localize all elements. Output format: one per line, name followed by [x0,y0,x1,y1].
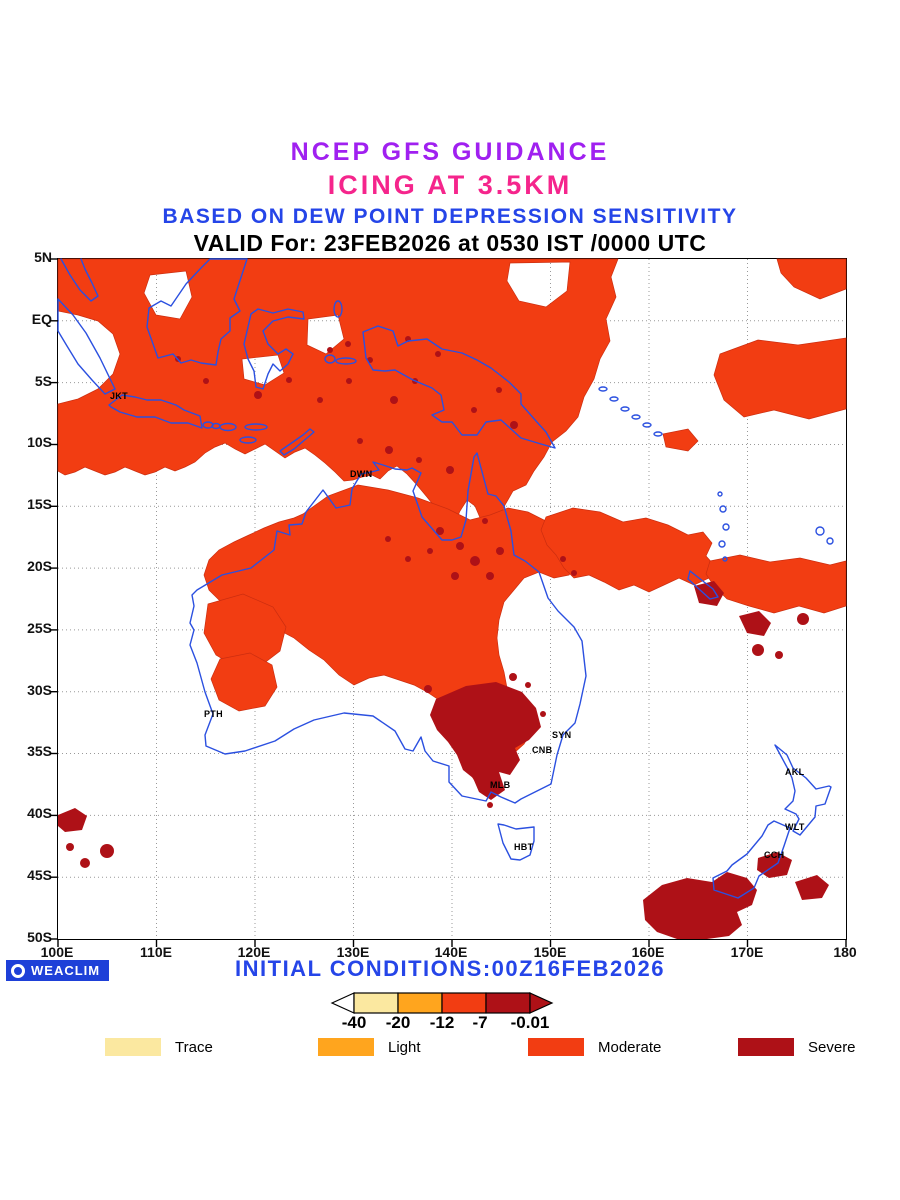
legend-item-moderate: Moderate [528,1038,661,1056]
lat-label: 40S [27,805,52,821]
lon-label: 140E [434,944,468,960]
legend-label: Severe [808,1038,856,1056]
city-label: WLT [785,822,805,832]
coastline-timor [279,428,315,456]
lat-label: EQ [31,311,52,327]
scale-segment-trace [353,992,399,1014]
city-label: AKL [785,767,805,777]
title-method: BASED ON DEW POINT DEPRESSION SENSITIVIT… [162,205,738,228]
lon-label: 160E [631,944,665,960]
scale-value: -0.01 [510,1013,550,1032]
lat-label: 30S [27,682,52,698]
coastline-tasmania [497,823,535,861]
city-label: SYN [552,730,572,740]
lon-label: 130E [336,944,370,960]
scale-segment-light [397,992,443,1014]
city-label: MLB [490,780,511,790]
logo-text: WEACLIM [31,963,101,978]
legend-item-severe: Severe [738,1038,856,1056]
title-parameter: ICING AT 3.5KM [327,170,573,200]
lon-label: 150E [533,944,567,960]
coastline-new-caledonia [687,570,719,600]
city-label: DWN [350,469,373,479]
lat-label: 45S [27,867,52,883]
lat-label: 10S [27,434,52,450]
lon-label: 120E [237,944,271,960]
coastline-sumatra [57,298,116,395]
coastline-sulawesi [243,308,305,390]
lat-label: 35S [27,743,52,759]
scale-value: -40 [341,1013,367,1032]
city-label: HBT [514,842,534,852]
legend-item-light: Light [318,1038,421,1056]
weaclim-logo: WEACLIM [6,960,110,981]
city-label: CCH [764,850,785,860]
scale-value: -7 [472,1013,488,1032]
coastline-java [108,394,203,429]
city-label: PTH [204,709,223,719]
logo-circle-icon [11,963,25,978]
city-label: JKT [110,391,128,401]
lon-label: 100E [40,944,74,960]
lat-label: 50S [27,929,52,945]
coastline-nz-north [774,744,832,836]
lon-label: 170E [730,944,764,960]
legend-item-trace: Trace [105,1038,213,1056]
axis-ticks [50,258,847,947]
scale-segment-moderate [441,992,487,1014]
scale-left-arrow [330,992,355,1014]
coastline-new-guinea [362,325,556,449]
legend-label: Light [388,1038,421,1056]
legend-label: Moderate [598,1038,662,1056]
color-scale-bar [330,992,554,1014]
map-canvas [50,258,847,947]
coastline-borneo [146,258,248,366]
city-label: CNB [532,745,553,755]
scale-value: -20 [385,1013,411,1032]
coastline-nz-south [712,820,791,899]
legend-label: Trace [175,1038,213,1056]
scale-value: -12 [429,1013,455,1032]
coastline-malay-peninsula [60,258,99,302]
scale-right-arrow [529,992,554,1014]
scale-segment-severe [485,992,531,1014]
map-area: JKT DWN PTH SYN CNB MLB HBT AKL WLT CCH [50,258,847,947]
legend-swatch-trace [105,1038,161,1056]
coastlines [57,258,834,899]
lat-label: 5S [34,373,52,389]
lat-label: 25S [27,620,52,636]
legend-swatch-moderate [528,1038,584,1056]
legend-swatch-light [318,1038,374,1056]
initial-conditions-text: INITIAL CONDITIONS:00Z16FEB2026 [235,956,665,981]
lat-label: 5N [34,249,52,265]
title-valid-time: VALID For: 23FEB2026 at 0530 IST /0000 U… [193,230,707,256]
legend-swatch-severe [738,1038,794,1056]
lat-label: 20S [27,558,52,574]
title-model: NCEP GFS GUIDANCE [290,138,610,166]
lon-label: 110E [140,944,172,960]
coastline-australia [189,452,587,804]
lon-label: 180 [833,944,857,960]
lat-label: 15S [27,496,52,512]
